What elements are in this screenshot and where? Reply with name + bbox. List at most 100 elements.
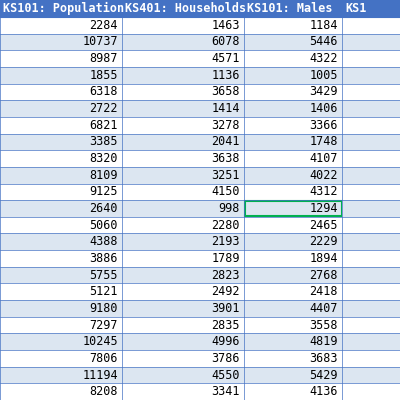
- Bar: [244, 167, 342, 184]
- Bar: [0, 300, 122, 317]
- Bar: [244, 317, 342, 333]
- Bar: [244, 34, 342, 50]
- Bar: [342, 333, 400, 350]
- Bar: [122, 200, 244, 217]
- Text: KS1: KS1: [345, 2, 366, 15]
- Bar: [0, 34, 122, 50]
- Text: KS101: Population: KS101: Population: [3, 2, 124, 15]
- Bar: [342, 34, 400, 50]
- Bar: [244, 100, 342, 117]
- Text: 1406: 1406: [310, 102, 338, 115]
- Text: 1184: 1184: [310, 19, 338, 32]
- Bar: [342, 284, 400, 300]
- Bar: [0, 167, 122, 184]
- Bar: [244, 150, 342, 167]
- Bar: [244, 50, 342, 67]
- Bar: [122, 217, 244, 234]
- Text: 2835: 2835: [212, 318, 240, 332]
- Text: 4022: 4022: [310, 169, 338, 182]
- Bar: [244, 267, 342, 284]
- Bar: [342, 367, 400, 383]
- Bar: [244, 117, 342, 134]
- Text: 1855: 1855: [90, 69, 118, 82]
- Bar: [0, 267, 122, 284]
- Text: 2492: 2492: [212, 285, 240, 298]
- Bar: [244, 300, 342, 317]
- Text: 1894: 1894: [310, 252, 338, 265]
- Text: 4407: 4407: [310, 302, 338, 315]
- Text: 3886: 3886: [90, 252, 118, 265]
- Text: 4550: 4550: [212, 368, 240, 382]
- Text: 4322: 4322: [310, 52, 338, 65]
- Text: 3638: 3638: [212, 152, 240, 165]
- Text: 6821: 6821: [90, 119, 118, 132]
- Bar: [0, 100, 122, 117]
- Text: 998: 998: [219, 202, 240, 215]
- Bar: [244, 200, 342, 217]
- Bar: [342, 250, 400, 267]
- Bar: [122, 50, 244, 67]
- Bar: [342, 150, 400, 167]
- Bar: [0, 350, 122, 367]
- Bar: [342, 134, 400, 150]
- Bar: [244, 201, 342, 216]
- Text: 1136: 1136: [212, 69, 240, 82]
- Text: 4819: 4819: [310, 335, 338, 348]
- Text: 1748: 1748: [310, 135, 338, 148]
- Bar: [244, 217, 342, 234]
- Bar: [0, 284, 122, 300]
- Text: 1005: 1005: [310, 69, 338, 82]
- Bar: [244, 134, 342, 150]
- Bar: [244, 0, 342, 17]
- Text: 3385: 3385: [90, 135, 118, 148]
- Bar: [0, 134, 122, 150]
- Bar: [122, 367, 244, 383]
- Bar: [0, 184, 122, 200]
- Bar: [342, 17, 400, 34]
- Text: 4107: 4107: [310, 152, 338, 165]
- Text: 3278: 3278: [212, 119, 240, 132]
- Text: 6078: 6078: [212, 36, 240, 48]
- Text: 3658: 3658: [212, 86, 240, 98]
- Bar: [122, 250, 244, 267]
- Text: 9180: 9180: [90, 302, 118, 315]
- Bar: [0, 67, 122, 84]
- Bar: [0, 217, 122, 234]
- Bar: [342, 267, 400, 284]
- Bar: [122, 234, 244, 250]
- Bar: [122, 284, 244, 300]
- Bar: [342, 317, 400, 333]
- Text: 3683: 3683: [310, 352, 338, 365]
- Text: 3341: 3341: [212, 385, 240, 398]
- Bar: [342, 200, 400, 217]
- Bar: [244, 184, 342, 200]
- Text: 9125: 9125: [90, 185, 118, 198]
- Bar: [122, 117, 244, 134]
- Text: 3901: 3901: [212, 302, 240, 315]
- Text: KS401: Households: KS401: Households: [125, 2, 246, 15]
- Bar: [0, 117, 122, 134]
- Text: 8320: 8320: [90, 152, 118, 165]
- Bar: [244, 383, 342, 400]
- Bar: [122, 67, 244, 84]
- Bar: [244, 234, 342, 250]
- Text: 3429: 3429: [310, 86, 338, 98]
- Bar: [122, 317, 244, 333]
- Text: 3251: 3251: [212, 169, 240, 182]
- Bar: [342, 383, 400, 400]
- Text: 10737: 10737: [82, 36, 118, 48]
- Bar: [244, 284, 342, 300]
- Text: 5429: 5429: [310, 368, 338, 382]
- Bar: [122, 0, 244, 17]
- Bar: [342, 167, 400, 184]
- Bar: [122, 34, 244, 50]
- Bar: [0, 17, 122, 34]
- Text: 8109: 8109: [90, 169, 118, 182]
- Bar: [0, 234, 122, 250]
- Text: 2280: 2280: [212, 219, 240, 232]
- Bar: [122, 17, 244, 34]
- Text: 5121: 5121: [90, 285, 118, 298]
- Text: 4388: 4388: [90, 235, 118, 248]
- Text: 2284: 2284: [90, 19, 118, 32]
- Text: 7297: 7297: [90, 318, 118, 332]
